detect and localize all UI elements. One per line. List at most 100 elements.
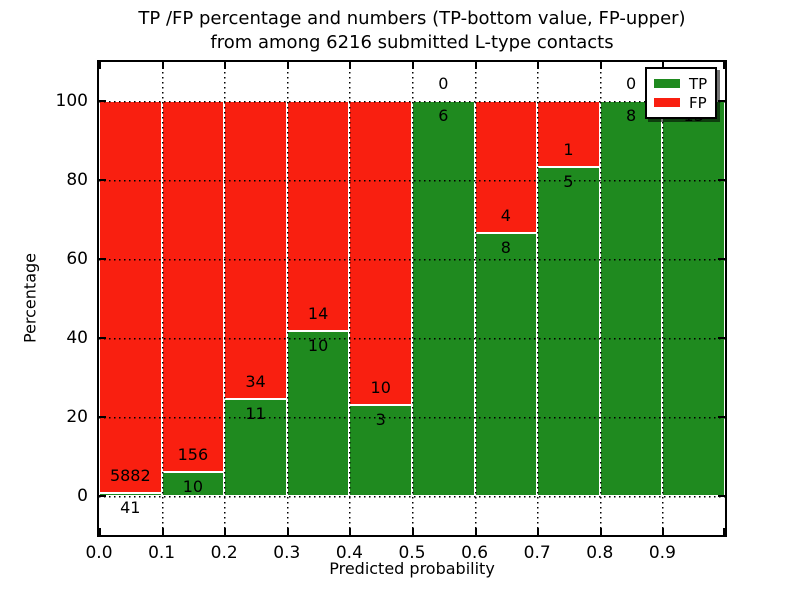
- y-tickmark: [99, 179, 106, 182]
- x-tickmark: [286, 62, 289, 69]
- x-axis-label: Predicted probability: [329, 559, 495, 578]
- fp-count-label: 0: [626, 74, 637, 94]
- tp-count-label: 11: [245, 404, 266, 424]
- legend-label: FP: [689, 93, 707, 112]
- x-tickmark: [412, 528, 414, 535]
- plot-area: 588241156103411141010306481508013: [97, 60, 727, 537]
- gridline-vertical: [349, 62, 352, 535]
- x-tickmark: [349, 62, 352, 69]
- bar-segment-fp: [349, 101, 412, 405]
- legend-item-tp: TP: [654, 74, 707, 93]
- bar-segment-tp: [537, 167, 600, 496]
- x-tick-label: 0.6: [461, 543, 489, 563]
- legend-swatch-tp: [654, 79, 680, 88]
- legend-label: TP: [689, 74, 708, 93]
- y-tick-label: 40: [66, 327, 88, 348]
- fp-count-label: 14: [307, 304, 329, 324]
- x-tickmark: [224, 528, 227, 535]
- bar-segment-tp: [412, 101, 475, 496]
- y-tickmark: [99, 258, 106, 261]
- x-tickmark: [662, 62, 665, 69]
- x-tickmark: [537, 528, 540, 535]
- chart-title-line1: TP /FP percentage and numbers (TP-bottom…: [138, 8, 686, 29]
- bar-segment-fp: [286, 101, 350, 332]
- legend-swatch-fp: [654, 98, 680, 107]
- x-tickmark: [474, 62, 477, 69]
- y-tick-label: 60: [66, 249, 88, 270]
- x-tickmark: [474, 528, 477, 535]
- gridline-vertical: [662, 62, 665, 535]
- legend: TP FP: [645, 67, 718, 119]
- x-tickmark: [161, 62, 164, 69]
- x-tick-label: 0.4: [335, 543, 363, 563]
- y-tickmark: [718, 258, 725, 261]
- tp-count-label: 8: [500, 237, 511, 257]
- chart-title: TP /FP percentage and numbers (TP-bottom…: [99, 7, 725, 55]
- gridline-vertical: [537, 62, 540, 535]
- fp-count-label: 34: [245, 372, 266, 392]
- y-tick-label: 100: [55, 91, 88, 112]
- y-tickmark: [718, 494, 725, 497]
- y-tick-label: 20: [66, 406, 88, 427]
- bar-segment-fp: [161, 101, 225, 472]
- tp-count-label: 6: [438, 106, 449, 126]
- gridline-vertical: [599, 62, 602, 535]
- y-tickmark: [99, 100, 106, 103]
- y-tickmark: [718, 100, 725, 103]
- x-tickmark: [349, 528, 352, 535]
- tp-count-label: 3: [375, 409, 386, 429]
- fp-count-label: 0: [438, 74, 449, 94]
- bar-segment-tp: [224, 399, 287, 496]
- bar-segment-tp: [599, 101, 663, 496]
- x-tickmark: [99, 62, 101, 69]
- y-tickmark: [99, 494, 106, 497]
- x-tickmark: [662, 528, 665, 535]
- fp-count-label: 10: [370, 377, 391, 397]
- y-tickmark: [718, 336, 725, 339]
- x-tickmark: [599, 528, 602, 535]
- y-axis-label: Percentage: [20, 252, 40, 344]
- gridline-vertical: [224, 62, 227, 535]
- x-tickmark: [723, 528, 725, 535]
- gridline-vertical: [161, 62, 164, 535]
- tp-count-label: 5: [563, 172, 574, 192]
- tp-count-label: 10: [182, 476, 204, 496]
- fp-count-label: 4: [500, 205, 511, 225]
- gridline-vertical: [286, 62, 289, 535]
- y-tickmark: [718, 179, 725, 182]
- x-tickmark: [412, 62, 414, 69]
- y-tick-label: 0: [77, 485, 88, 506]
- y-tick-label: 80: [66, 170, 88, 191]
- chart-title-line2: from among 6216 submitted L-type contact…: [210, 32, 614, 53]
- y-tickmark: [99, 415, 106, 418]
- gridline-vertical: [412, 62, 414, 535]
- x-tick-label: 0.2: [210, 543, 238, 563]
- tp-count-label: 8: [626, 106, 637, 126]
- x-tick-label: 0.5: [398, 543, 426, 563]
- tp-count-label: 41: [120, 497, 141, 517]
- x-tickmark: [723, 62, 725, 69]
- x-tick-label: 0.0: [85, 543, 113, 563]
- y-tickmark: [718, 415, 725, 418]
- x-tickmark: [224, 62, 227, 69]
- fp-count-label: 5882: [109, 465, 151, 485]
- x-tickmark: [286, 528, 289, 535]
- x-tick-label: 0.8: [586, 543, 614, 563]
- x-tickmark: [599, 62, 602, 69]
- x-tickmark: [537, 62, 540, 69]
- gridline-vertical: [474, 62, 477, 535]
- bar-segment-tp: [286, 331, 350, 496]
- y-tickmark: [99, 336, 106, 339]
- x-tick-label: 0.9: [648, 543, 676, 563]
- bar-segment-tp: [662, 101, 725, 496]
- x-tick-label: 0.3: [273, 543, 301, 563]
- bar-segment-fp: [99, 101, 162, 493]
- fp-count-label: 156: [177, 444, 209, 464]
- x-tick-label: 0.1: [148, 543, 176, 563]
- fp-count-label: 1: [563, 140, 574, 160]
- x-tickmark: [161, 528, 164, 535]
- bar-segment-tp: [99, 492, 162, 496]
- bar-segment-fp: [224, 101, 287, 400]
- legend-item-fp: FP: [654, 93, 707, 112]
